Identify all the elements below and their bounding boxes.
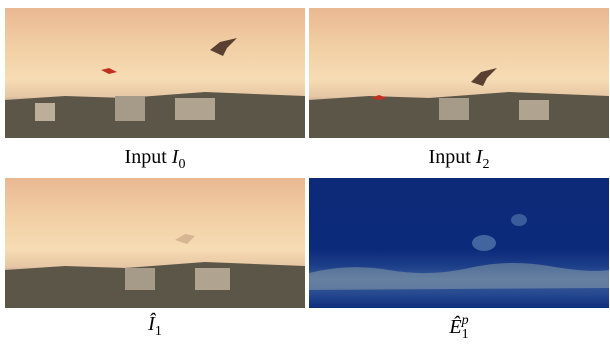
dragon — [471, 68, 497, 86]
caption-prefix: Input — [125, 146, 167, 168]
bird — [101, 68, 117, 74]
caption: Ê1p — [309, 313, 609, 343]
error-map — [309, 178, 609, 308]
caption-symbol: Ê — [449, 316, 461, 338]
input-frame-2 — [309, 8, 609, 138]
building — [125, 268, 155, 290]
building — [439, 98, 469, 120]
caption: Î1 — [5, 313, 305, 340]
interpolated-frame — [5, 178, 305, 308]
error-blob — [511, 214, 527, 226]
error-blob — [472, 235, 496, 251]
dragon — [210, 38, 237, 56]
building — [519, 100, 549, 120]
caption: Input I0 — [5, 146, 305, 173]
caption-subscript: 2 — [482, 157, 489, 172]
building — [115, 96, 145, 121]
caption-subscript: 1 — [155, 324, 162, 339]
scene — [5, 178, 305, 308]
caption-subscript: 0 — [178, 157, 185, 172]
ghost-dragon — [175, 234, 195, 244]
building — [175, 98, 215, 120]
caption: Input I2 — [309, 146, 609, 173]
caption-superscript: p — [462, 313, 469, 328]
input-frame-0 — [5, 8, 305, 138]
figure: Input I0 Input I2 Î1 Ê1p (() => { const … — [0, 0, 610, 347]
caption-prefix: Input — [429, 146, 471, 168]
building — [195, 268, 230, 290]
caption-subscript: 1 — [462, 327, 469, 342]
scene — [5, 8, 305, 138]
scene — [309, 178, 609, 308]
scene — [309, 8, 609, 138]
caption-symbol: Î — [148, 313, 155, 335]
error-band — [309, 263, 609, 290]
building — [35, 103, 55, 121]
